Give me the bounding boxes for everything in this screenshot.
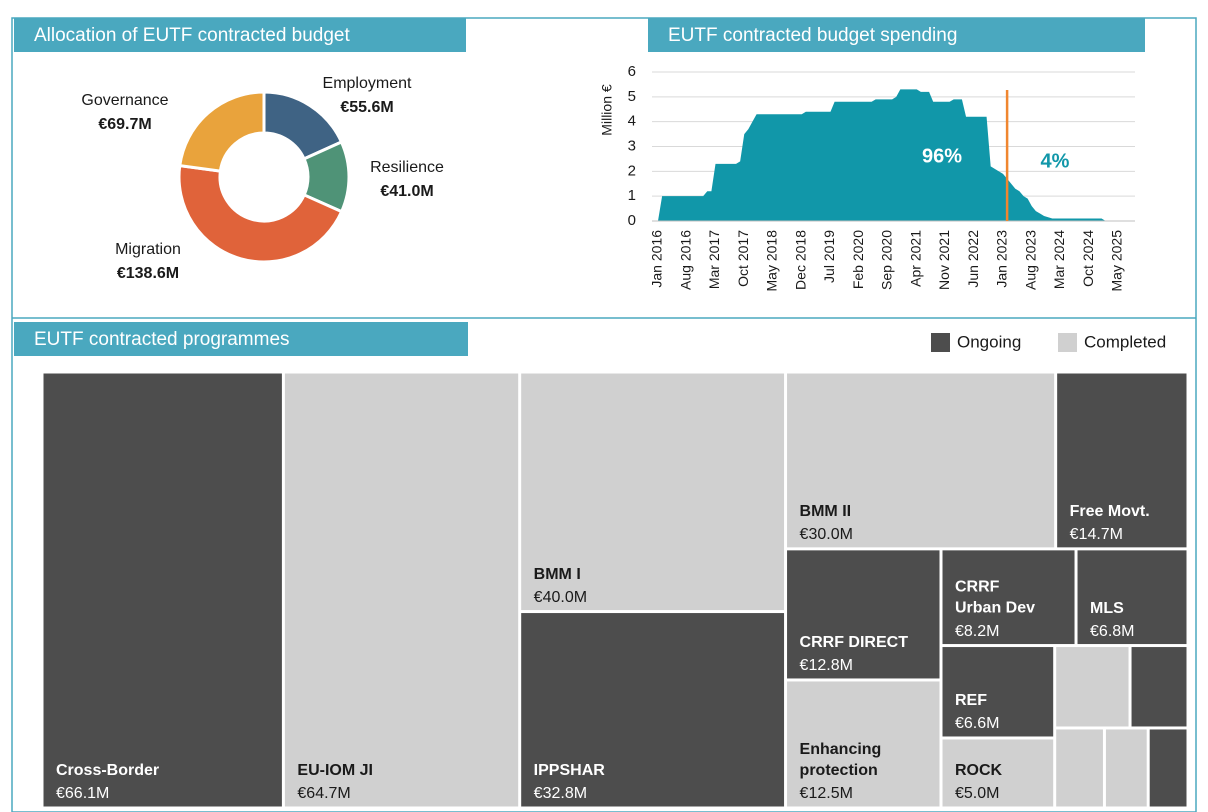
cell-label: CRRF DIRECT (800, 634, 909, 651)
treemap-cell (942, 647, 1054, 737)
y-tick-label: 6 (628, 63, 636, 80)
y-tick-label: 0 (628, 212, 636, 229)
treemap-cell (1056, 729, 1103, 807)
panel-title: EUTF contracted budget spending (668, 25, 957, 46)
panel-title: EUTF contracted programmes (34, 329, 290, 350)
x-tick-label: Feb 2020 (850, 230, 866, 289)
cell-value: €12.5M (800, 785, 853, 802)
slice-value: €41.0M (380, 183, 433, 200)
x-tick-label: Oct 2017 (735, 230, 751, 287)
annotation: 96% (922, 145, 962, 167)
cell-label: EU-IOM JI (297, 762, 373, 779)
treemap-cell (521, 613, 785, 807)
cell-value: €8.2M (955, 623, 999, 640)
legend-label: Ongoing (957, 332, 1021, 351)
treemap-cell (284, 373, 519, 807)
area (658, 89, 1118, 221)
legend-swatch (931, 333, 950, 352)
donut-slice (178, 90, 266, 173)
frame (11, 17, 1197, 812)
cell-value: €12.8M (800, 657, 853, 674)
cell-label: IPPSHAR (534, 762, 606, 779)
cell-label: BMM II (800, 503, 852, 520)
cell-label: BMM I (534, 566, 581, 583)
slice-label: Governance (81, 92, 168, 109)
cell-value: €32.8M (534, 785, 587, 802)
header-box (14, 18, 466, 52)
x-tick-label: Jan 2023 (994, 230, 1010, 288)
annotation: 4% (1041, 150, 1070, 172)
treemap-cell (1149, 729, 1187, 807)
treemap-cell (787, 681, 940, 807)
x-tick-label: Mar 2017 (706, 230, 722, 289)
panel-title: Allocation of EUTF contracted budget (34, 25, 351, 46)
x-tick-label: May 2018 (764, 230, 780, 292)
donut-slice (177, 163, 344, 264)
cell-value: €66.1M (56, 785, 109, 802)
cell-label: Free Movt. (1070, 503, 1150, 520)
y-tick-label: 2 (628, 162, 636, 179)
legend-label: Completed (1084, 332, 1166, 351)
x-tick-label: Nov 2021 (936, 230, 952, 290)
treemap-cell (942, 550, 1075, 645)
treemap-cell (1077, 550, 1187, 645)
x-tick-label: Sep 2020 (879, 230, 895, 290)
slice-value: €69.7M (98, 116, 151, 133)
treemap-cell (942, 739, 1054, 807)
cell-value: €30.0M (800, 526, 853, 543)
cell-value: €6.8M (1090, 623, 1134, 640)
header-box (14, 322, 468, 356)
treemap-cell (1057, 373, 1187, 548)
cell-label: REF (955, 692, 987, 709)
slice-label: Migration (115, 241, 181, 258)
x-tick-label: Mar 2024 (1051, 230, 1067, 289)
treemap-cell (43, 373, 282, 807)
slice-value: €138.6M (117, 265, 179, 282)
cell-value: €5.0M (955, 785, 999, 802)
treemap-cell (1131, 647, 1187, 727)
x-tick-label: Oct 2024 (1080, 230, 1096, 287)
cell-label: Enhancing protection (800, 741, 886, 779)
y-tick-label: 3 (628, 137, 636, 154)
treemap-cell (521, 373, 785, 611)
x-tick-label: Aug 2023 (1022, 230, 1038, 290)
slice-value: €55.6M (340, 99, 393, 116)
y-tick-label: 1 (628, 187, 636, 204)
x-tick-label: Jan 2016 (649, 230, 665, 288)
x-tick-label: Apr 2021 (907, 230, 923, 287)
header-box (648, 18, 1145, 52)
x-tick-label: Jul 2019 (821, 230, 837, 283)
y-tick-label: 5 (628, 88, 636, 105)
y-axis-label: Million € (599, 84, 615, 136)
cell-value: €6.6M (955, 715, 999, 732)
treemap-cell (787, 550, 940, 679)
cell-label: ROCK (955, 762, 1003, 779)
legend-swatch (1058, 333, 1077, 352)
x-tick-label: May 2025 (1109, 230, 1125, 292)
treemap-cell (1105, 729, 1147, 807)
slice-label: Resilience (370, 159, 444, 176)
cell-value: €14.7M (1070, 526, 1123, 543)
x-tick-label: Jun 2022 (965, 230, 981, 288)
x-tick-label: Dec 2018 (792, 230, 808, 290)
x-tick-label: Aug 2016 (677, 230, 693, 290)
cell-value: €40.0M (534, 589, 587, 606)
treemap-cell (1056, 647, 1129, 727)
cell-label: MLS (1090, 600, 1124, 617)
treemap-cell (787, 373, 1055, 548)
cell-label: Cross-Border (56, 762, 159, 779)
cell-label: CRRF Urban Dev (955, 579, 1035, 617)
cell-value: €64.7M (297, 785, 350, 802)
slice-label: Employment (323, 75, 412, 92)
y-tick-label: 4 (628, 113, 636, 130)
